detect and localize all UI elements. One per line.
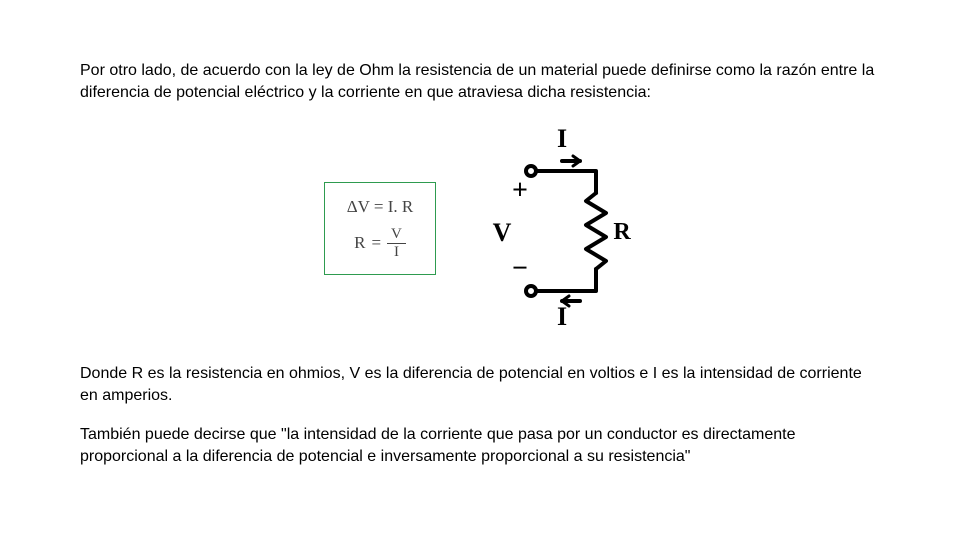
eq1-lhs: ΔV bbox=[347, 197, 370, 216]
label-I-bottom: I bbox=[557, 302, 567, 331]
label-I-top: I bbox=[557, 124, 567, 153]
eq1-rhs: I. R bbox=[388, 197, 414, 216]
circuit-diagram: I I + − V R bbox=[476, 123, 636, 333]
label-V: V bbox=[493, 218, 512, 247]
eq2-numerator: V bbox=[387, 227, 406, 244]
equation-ohm-voltage: ΔV = I. R bbox=[347, 197, 414, 217]
eq1-equals: = bbox=[374, 197, 384, 216]
figure-row: ΔV = I. R R = V I bbox=[80, 123, 880, 333]
label-plus: + bbox=[512, 175, 528, 206]
formula-box: ΔV = I. R R = V I bbox=[324, 182, 437, 275]
label-minus: − bbox=[512, 253, 528, 284]
eq2-fraction: V I bbox=[387, 227, 406, 260]
eq2-lhs: R bbox=[354, 233, 365, 253]
eq2-denominator: I bbox=[390, 244, 403, 260]
definition-paragraph: Donde R es la resistencia en ohmios, V e… bbox=[80, 363, 880, 406]
equation-ohm-resistance: R = V I bbox=[347, 227, 414, 260]
intro-paragraph: Por otro lado, de acuerdo con la ley de … bbox=[80, 60, 880, 103]
alt-statement-paragraph: También puede decirse que "la intensidad… bbox=[80, 424, 880, 467]
eq2-equals: = bbox=[371, 233, 381, 253]
label-R: R bbox=[614, 219, 632, 245]
